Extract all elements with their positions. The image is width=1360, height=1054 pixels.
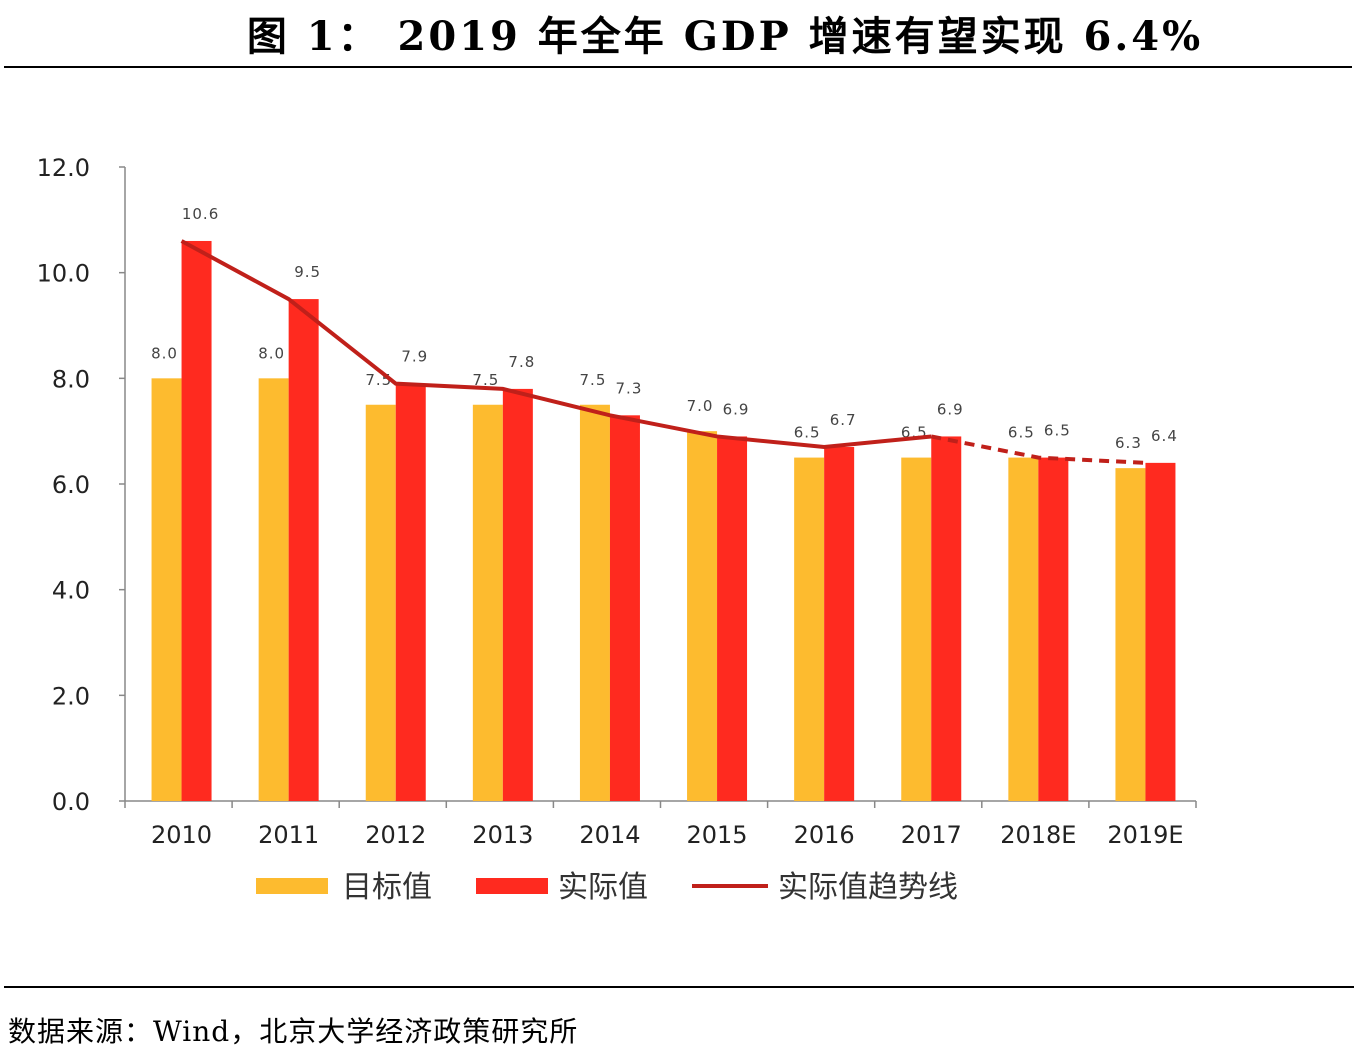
y-tick-label: 8.0: [52, 365, 90, 393]
actual-data-label: 6.4: [1151, 427, 1178, 445]
actual-bar: [181, 240, 212, 801]
target-data-label: 6.5: [794, 424, 821, 442]
actual-data-label: 7.9: [401, 348, 428, 366]
actual-data-label: 6.5: [1044, 422, 1071, 440]
legend-label-actual: 实际值: [558, 870, 648, 905]
legend-label-trend: 实际值趋势线: [778, 870, 958, 905]
target-data-label: 6.5: [1008, 424, 1035, 442]
bottom-rule: [4, 986, 1354, 988]
target-bar: [687, 431, 718, 801]
actual-data-label: 10.6: [182, 205, 219, 223]
actual-data-label: 9.5: [294, 263, 321, 281]
target-bar: [1008, 457, 1039, 801]
actual-bar: [824, 447, 855, 801]
actual-bar: [1038, 457, 1069, 801]
target-data-label: 6.3: [1115, 434, 1142, 452]
actual-data-label: 6.9: [723, 400, 750, 418]
x-tick-label: 2011: [258, 821, 319, 849]
target-bar: [258, 378, 289, 801]
legend-swatch-actual: [476, 878, 548, 894]
x-tick-label: 2016: [794, 821, 855, 849]
trend-line-dashed: [930, 434, 1146, 465]
y-tick-label: 6.0: [52, 471, 90, 499]
target-bar: [365, 404, 396, 801]
x-tick-label: 2017: [901, 821, 962, 849]
actual-bar: [1145, 462, 1176, 801]
y-tick-label: 2.0: [52, 682, 90, 710]
x-tick-label: 2013: [472, 821, 533, 849]
legend-label-target: 目标值: [342, 870, 432, 905]
target-data-label: 7.5: [472, 371, 499, 389]
actual-bar: [931, 436, 962, 801]
actual-bar: [609, 415, 640, 801]
actual-bar: [395, 383, 426, 801]
x-tick-label: 2014: [579, 821, 640, 849]
y-tick-label: 0.0: [52, 788, 90, 816]
target-bar: [1115, 468, 1146, 801]
target-bar: [151, 378, 182, 801]
x-tick-label: 2015: [687, 821, 748, 849]
target-bar: [579, 404, 610, 801]
x-tick-label: 2010: [151, 821, 212, 849]
y-tick-label: 10.0: [37, 260, 90, 288]
legend-swatch-target: [256, 878, 328, 894]
target-bar: [794, 457, 825, 801]
actual-bar: [717, 436, 748, 801]
target-data-label: 8.0: [151, 344, 178, 362]
actual-data-label: 7.8: [508, 353, 535, 371]
chart-title: 图 1： 2019 年全年 GDP 增速有望实现 6.4%: [246, 13, 1204, 60]
y-tick-label: 4.0: [52, 577, 90, 605]
x-tick-label: 2012: [365, 821, 426, 849]
actual-bar: [502, 388, 533, 801]
x-tick-label: 2018E: [1000, 821, 1076, 849]
trend-line-solid: [180, 239, 932, 450]
target-data-label: 8.0: [258, 344, 285, 362]
actual-data-label: 7.3: [616, 379, 643, 397]
actual-bar: [288, 299, 319, 801]
actual-data-label: 6.9: [937, 400, 964, 418]
y-tick-label: 12.0: [37, 154, 90, 182]
source-note: 数据来源：Wind，北京大学经济政策研究所: [8, 1015, 579, 1048]
actual-data-label: 6.7: [830, 411, 857, 429]
target-data-label: 7.0: [687, 397, 714, 415]
target-bar: [472, 404, 503, 801]
target-data-label: 7.5: [580, 371, 607, 389]
x-tick-label: 2019E: [1107, 821, 1183, 849]
target-bar: [901, 457, 932, 801]
top-rule: [4, 66, 1352, 68]
